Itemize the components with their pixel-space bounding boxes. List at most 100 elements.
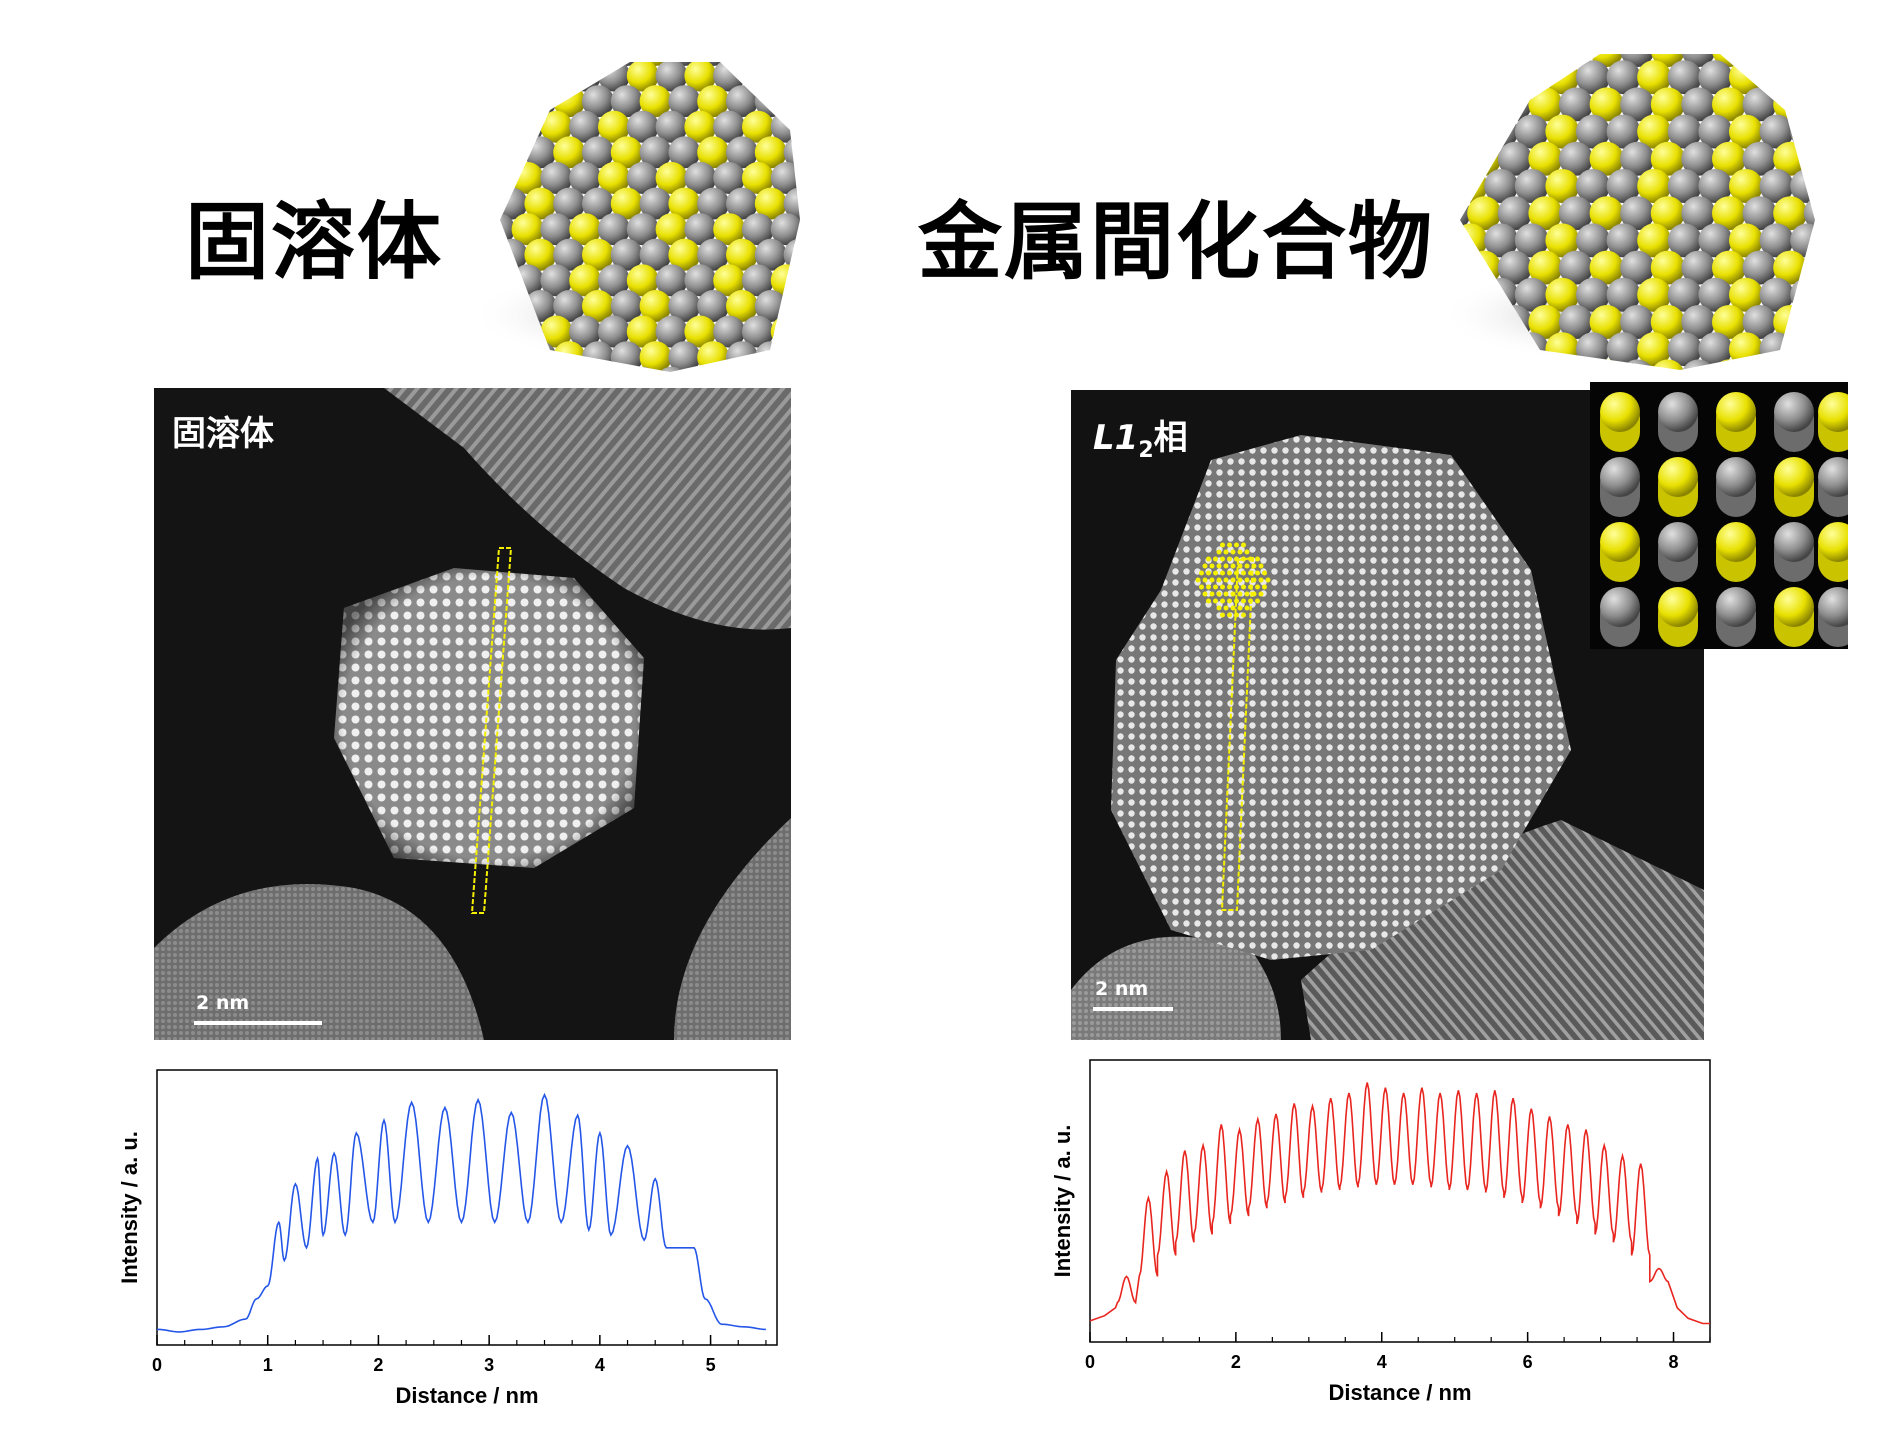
atom-gray (1460, 141, 1471, 176)
solid-solution-particle-model (470, 60, 830, 380)
line-profile-chart-intermetallic: 0 2 4 6 8 Distance / nm Intensity / a. u. (1050, 1059, 1711, 1405)
atom-gray (668, 136, 701, 169)
overlay-dot (1202, 591, 1208, 597)
atom-gray (500, 162, 515, 194)
overlay-dot (1230, 577, 1236, 583)
atom-yellow (639, 85, 672, 118)
atom-gray (569, 110, 602, 143)
atom-yellow (1460, 60, 1488, 95)
y-axis-label: Intensity / a. u. (117, 1131, 142, 1284)
atom-yellow (1637, 332, 1672, 367)
atom-yellow (540, 315, 573, 348)
overlay-dot (1237, 605, 1243, 611)
l12-label-subscript: 2 (1138, 437, 1154, 463)
atom-yellow (684, 315, 717, 348)
atom-gray (470, 341, 499, 373)
atom-yellow (524, 238, 557, 271)
atom-gray (799, 315, 800, 348)
overlay-dot (1230, 549, 1236, 555)
atom-gray (1742, 250, 1777, 285)
overlay-dot (1216, 577, 1222, 583)
atom-yellow (742, 366, 774, 372)
title-solid-solution: 固溶体 (185, 193, 444, 291)
atom-yellow (828, 111, 830, 143)
atom-yellow (1637, 60, 1672, 95)
atom-gray (1497, 54, 1532, 67)
overlay-dot (1223, 605, 1229, 611)
atom-gray (668, 85, 701, 118)
atom-gray (1681, 87, 1716, 122)
atom-gray (1576, 60, 1610, 95)
atom-yellow (1650, 250, 1685, 285)
inset-atom-yellow (1818, 392, 1848, 432)
atom-gray (1620, 87, 1655, 122)
overlay-dot (1227, 542, 1232, 548)
atom-yellow (470, 111, 486, 143)
inset-atom-gray (1774, 392, 1814, 432)
atom-gray (799, 62, 800, 92)
inset-atom-gray (1600, 587, 1640, 627)
overlay-dot (1241, 598, 1246, 604)
overlay-dot (1248, 584, 1253, 590)
atom-gray (1742, 54, 1777, 67)
overlay-dot (1241, 612, 1246, 618)
atom-gray (1620, 54, 1655, 67)
overlay-dot (1216, 549, 1222, 555)
overlay-dot (1220, 542, 1225, 548)
atom-yellow (1528, 87, 1563, 122)
overlay-dot (1241, 542, 1246, 548)
atom-yellow (540, 366, 573, 372)
inset-atom-gray (1600, 457, 1640, 497)
atom-yellow (1467, 196, 1502, 231)
inset-atom-gray (1818, 457, 1848, 497)
atom-gray (610, 341, 643, 372)
atom-gray (655, 315, 688, 348)
overlay-dot (1202, 563, 1208, 569)
l12-label-suffix: 相 (1153, 418, 1188, 458)
atom-yellow (1589, 141, 1624, 176)
atom-yellow (783, 85, 800, 118)
overlay-dot (1199, 584, 1204, 590)
atom-yellow (812, 188, 830, 220)
atom-gray (726, 85, 758, 118)
overlay-dot (1202, 577, 1208, 583)
atom-yellow (1545, 114, 1580, 149)
atom-gray (1606, 277, 1641, 312)
atom-yellow (626, 264, 659, 297)
atom-yellow (1589, 250, 1624, 285)
atom-gray (1790, 223, 1815, 258)
atom-gray (1559, 250, 1593, 285)
atom-gray (668, 290, 701, 322)
atom-yellow (639, 290, 672, 322)
atom-yellow (1712, 196, 1746, 231)
atom-gray (1759, 169, 1794, 203)
atom-gray (812, 341, 830, 373)
atom-gray (1460, 54, 1471, 67)
atom-gray (1759, 332, 1794, 367)
inset-atom-gray (1716, 457, 1756, 497)
atom-yellow (828, 60, 830, 92)
x-tick-label: 8 (1669, 1352, 1679, 1372)
atom-gray (639, 136, 672, 169)
atom-gray (684, 264, 717, 297)
atom-gray (770, 366, 800, 372)
atom-gray (1790, 114, 1815, 149)
atom-yellow (770, 315, 800, 348)
atom-gray (610, 290, 643, 322)
atom-yellow (828, 367, 830, 380)
atom-gray (1742, 359, 1777, 370)
atom-gray (553, 238, 586, 271)
atom-gray (598, 213, 630, 246)
atom-yellow (1545, 277, 1580, 312)
atom-gray (1606, 114, 1641, 149)
atom-gray (1514, 114, 1549, 149)
atom-yellow (1712, 87, 1746, 122)
atom-gray (1559, 305, 1593, 339)
stem-label-l12-phase: L12相 (1093, 410, 1188, 463)
overlay-dot (1213, 584, 1218, 590)
overlay-dot (1227, 612, 1232, 618)
inset-atom-yellow (1716, 392, 1756, 432)
atom-gray (1742, 196, 1777, 231)
x-tick-label: 2 (1231, 1352, 1241, 1372)
y-axis-label: Intensity / a. u. (1050, 1125, 1075, 1278)
